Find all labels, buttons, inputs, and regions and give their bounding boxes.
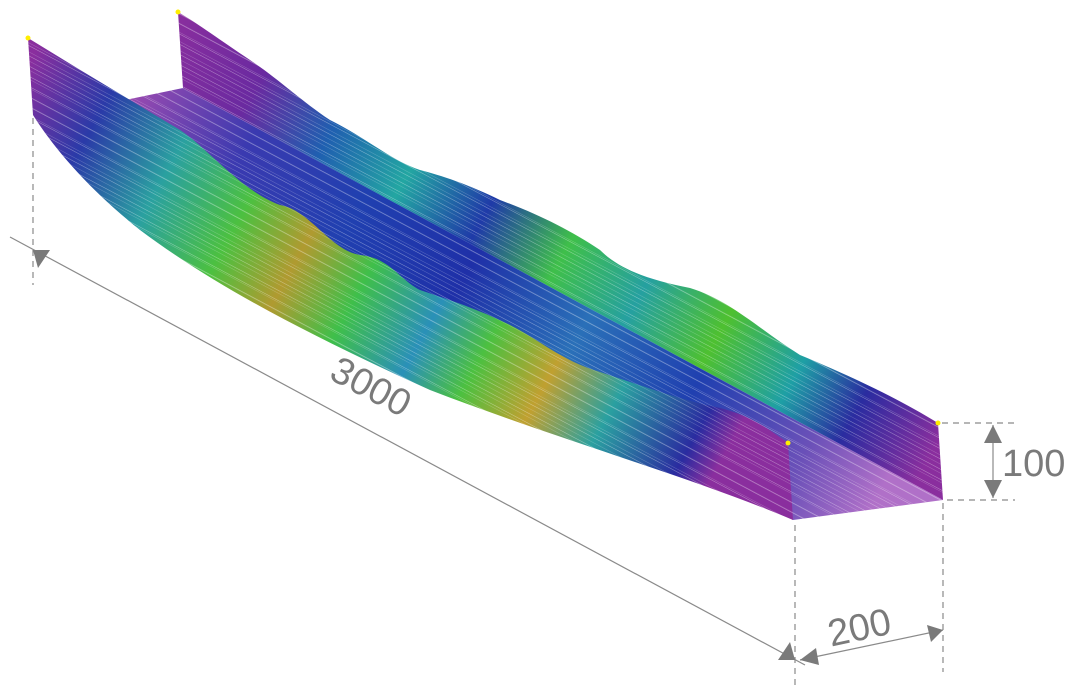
height-dimension: 100 xyxy=(942,423,1065,500)
width-label: 200 xyxy=(824,601,895,655)
width-dimension: 200 xyxy=(800,503,943,672)
channel-diagram: 3000 100 200 xyxy=(0,0,1078,693)
height-label: 100 xyxy=(1002,443,1065,485)
page: {"dimensions": {"length": 3000, "height"… xyxy=(0,0,1078,693)
web xyxy=(125,88,943,520)
